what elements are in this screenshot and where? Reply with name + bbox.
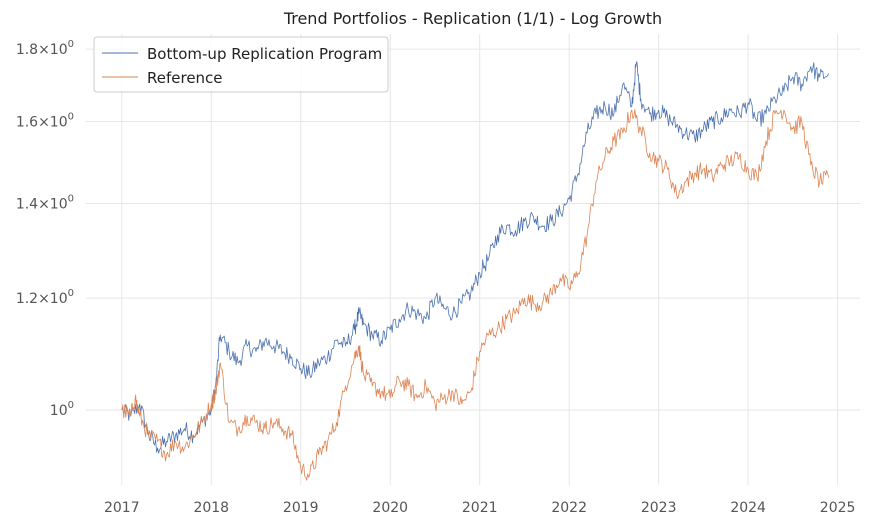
y-tick-label: 1.6×100 bbox=[16, 111, 74, 130]
x-tick-label: 2020 bbox=[372, 500, 408, 516]
x-axis: 2017 2018 2019 2020 2021 2022 2023 2024 2025 bbox=[104, 500, 855, 516]
y-tick-label: 1.2×100 bbox=[16, 288, 74, 307]
series-layer bbox=[121, 61, 830, 481]
x-tick-label: 2019 bbox=[283, 500, 319, 516]
series-replication-line bbox=[121, 61, 830, 454]
x-tick-label: 2024 bbox=[730, 500, 766, 516]
x-tick-label: 2023 bbox=[641, 500, 677, 516]
y-tick-label: 100 bbox=[50, 400, 74, 419]
chart-title: Trend Portfolios - Replication (1/1) - L… bbox=[283, 9, 662, 28]
x-tick-label: 2017 bbox=[104, 500, 140, 516]
legend-label-reference: Reference bbox=[147, 69, 223, 87]
x-tick-label: 2021 bbox=[462, 500, 498, 516]
y-tick-label: 1.8×100 bbox=[16, 39, 74, 58]
x-tick-label: 2025 bbox=[820, 500, 856, 516]
x-tick-label: 2022 bbox=[551, 500, 587, 516]
legend-label-replication: Bottom-up Replication Program bbox=[147, 45, 382, 63]
x-tick-label: 2018 bbox=[193, 500, 229, 516]
series-reference-line bbox=[121, 109, 830, 481]
y-tick-label: 1.4×100 bbox=[16, 193, 74, 212]
legend: Bottom-up Replication Program Reference bbox=[93, 36, 389, 93]
legend-box bbox=[93, 36, 389, 93]
grid bbox=[86, 34, 860, 485]
y-axis: 100 1.2×100 1.4×100 1.6×100 1.8×100 bbox=[16, 39, 74, 419]
